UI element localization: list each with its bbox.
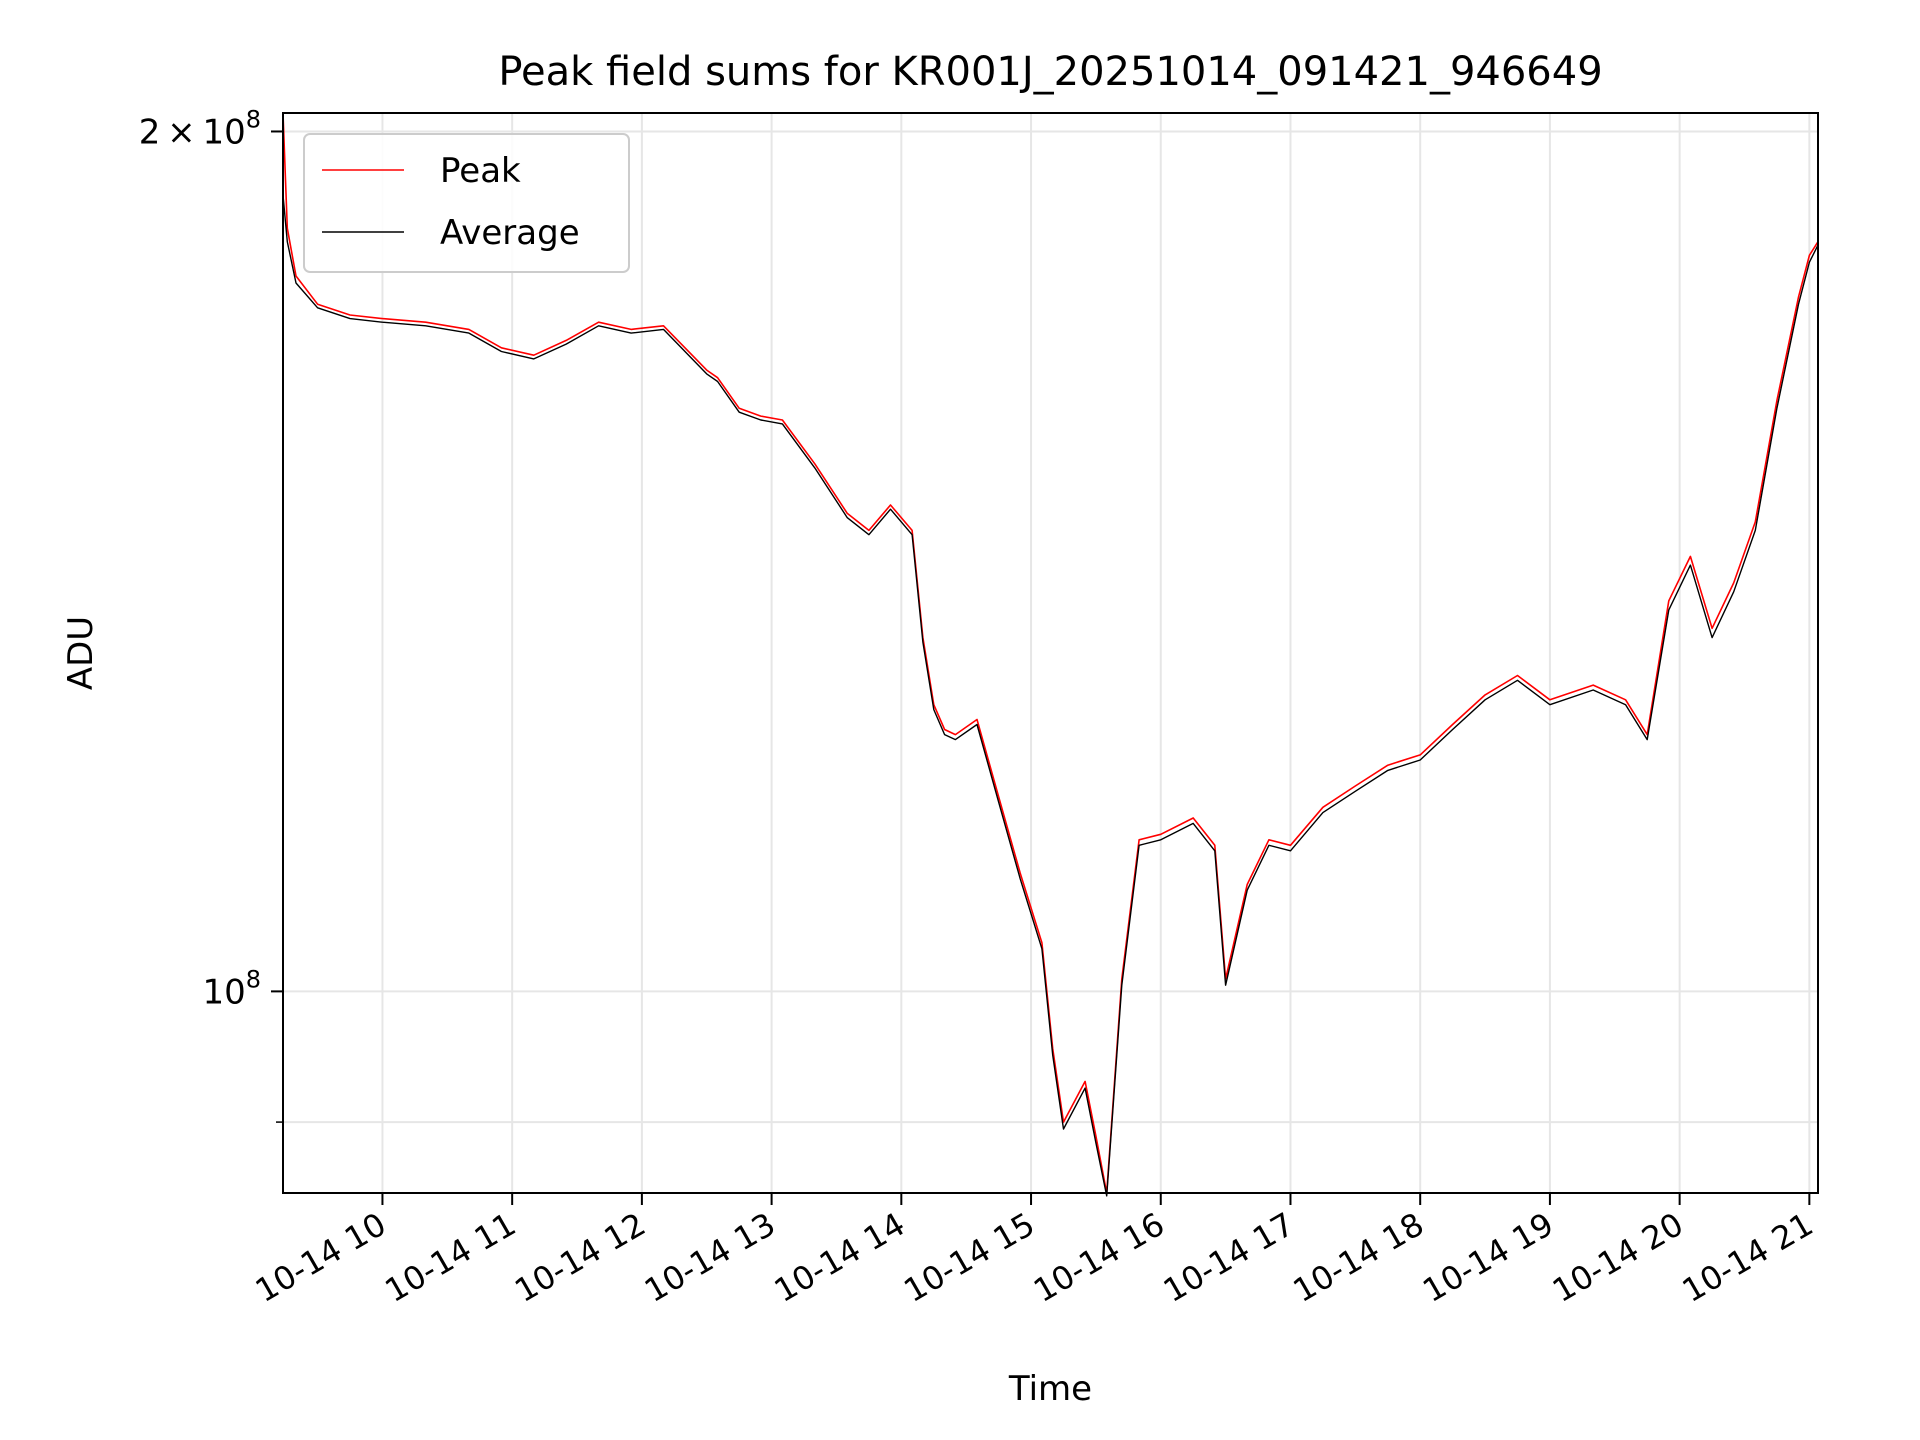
y-axis-label: ADU [61, 616, 101, 690]
y-axis: 108 2 × 108 [139, 105, 283, 1123]
series-lines [282, 112, 1819, 1197]
legend-label-peak: Peak [440, 151, 521, 191]
series-line-average [282, 195, 1819, 1197]
series-line-peak [282, 112, 1819, 1194]
chart-title: Peak field sums for KR001J_20251014_0914… [498, 49, 1602, 95]
y-tick-label: 2 × 108 [139, 105, 261, 152]
legend-box [303, 133, 630, 273]
legend-label-average: Average [440, 213, 580, 253]
grid [283, 113, 1818, 1193]
y-tick-label: 108 [202, 965, 261, 1012]
plot-frame [282, 112, 1819, 1194]
x-axis-label: Time [1008, 1369, 1092, 1409]
legend: Peak Average [303, 133, 630, 273]
